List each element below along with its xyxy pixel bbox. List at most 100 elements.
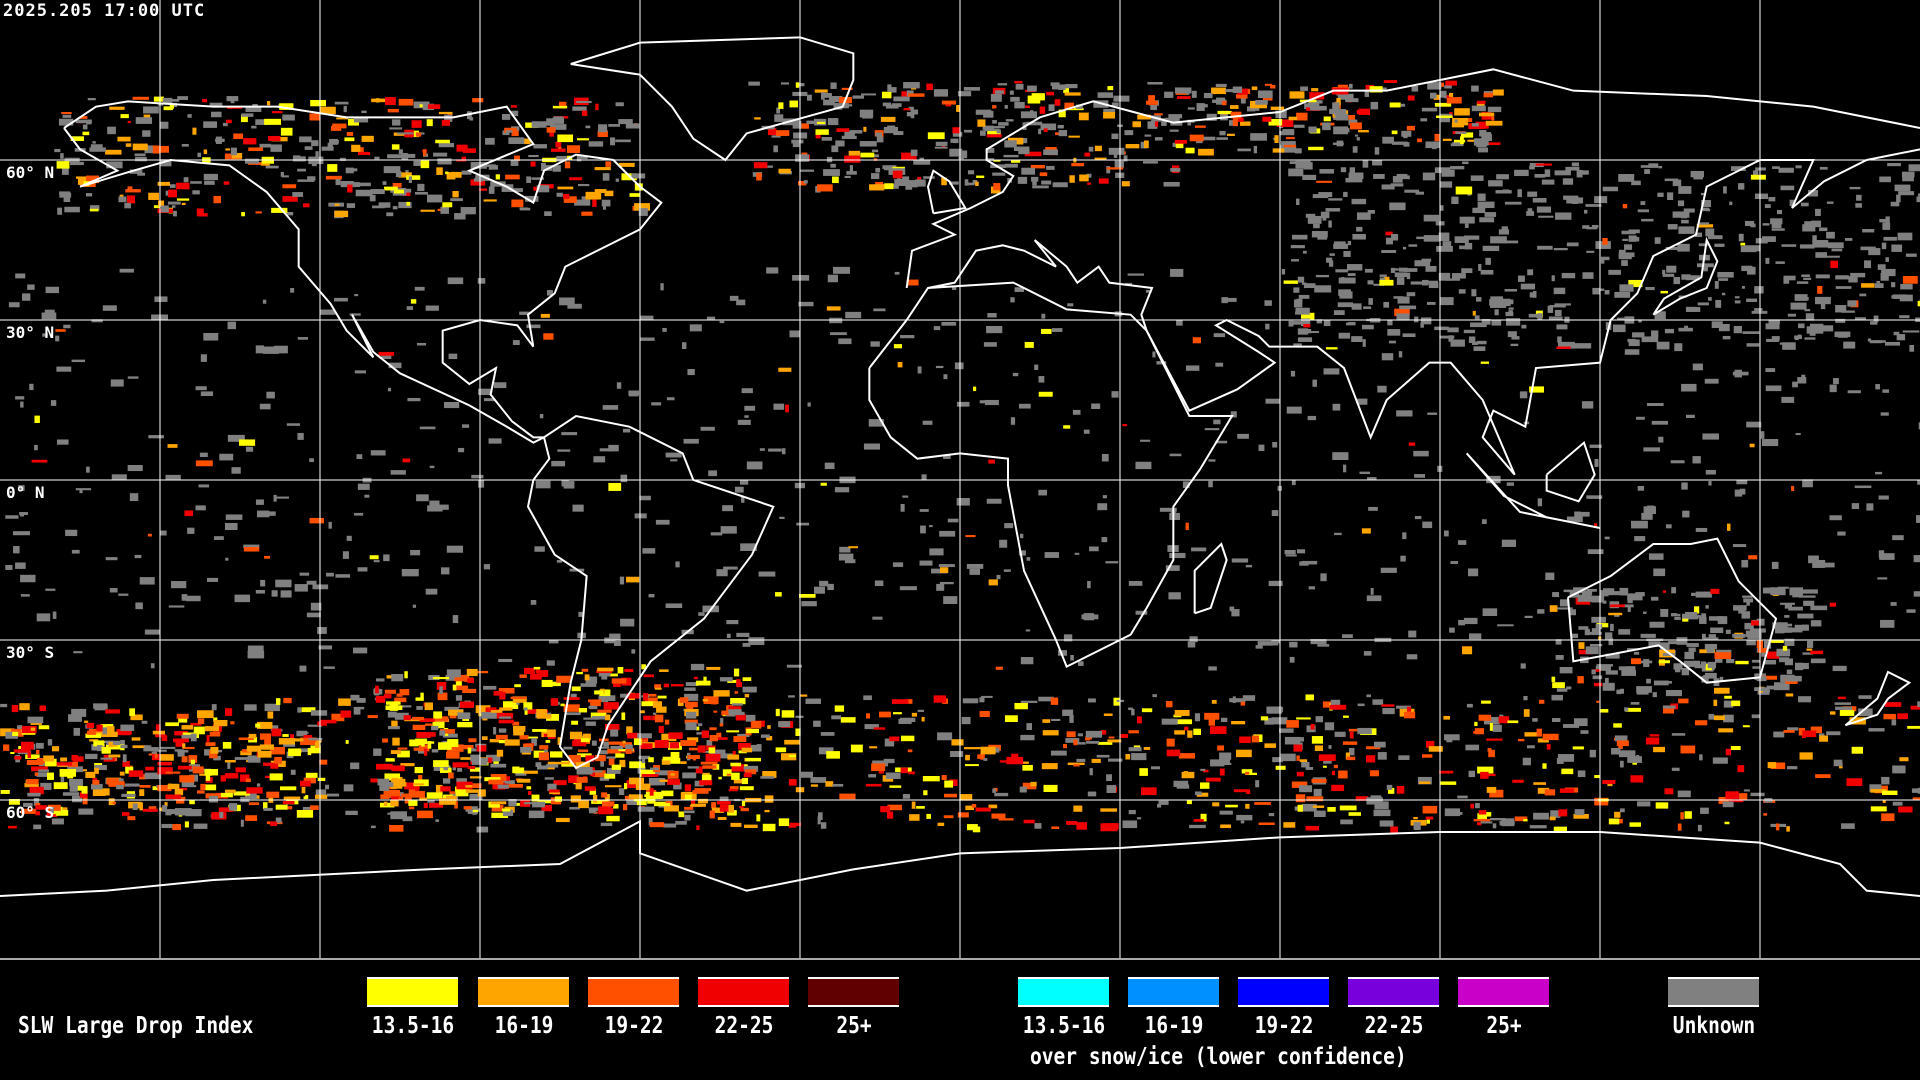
unknown-pixel (1628, 229, 1640, 234)
unknown-pixel (1722, 335, 1731, 340)
slw-pixel (1175, 142, 1184, 149)
slw-pixel (688, 747, 703, 751)
unknown-pixel (1128, 747, 1142, 752)
slw-pixel (119, 771, 125, 776)
unknown-pixel (1271, 510, 1279, 517)
coastline (927, 148, 1920, 476)
unknown-pixel (1621, 604, 1634, 608)
slw-pixel (975, 181, 979, 186)
unknown-pixel (173, 210, 177, 217)
slw-pixel (1917, 300, 1920, 307)
unknown-pixel (817, 816, 821, 825)
legend-swatch-25plus (808, 977, 899, 1007)
slw-pixel (643, 715, 651, 721)
slw-pixel (263, 762, 279, 766)
unknown-pixel (1346, 264, 1363, 271)
slw-pixel (398, 797, 404, 800)
unknown-pixel (838, 553, 854, 561)
unknown-pixel (1354, 134, 1359, 137)
unknown-pixel (329, 138, 338, 145)
slw-pixel (879, 711, 891, 718)
unknown-pixel (1527, 208, 1533, 214)
unknown-pixel (1288, 320, 1294, 327)
unknown-pixel (592, 770, 603, 773)
unknown-pixel (1660, 642, 1670, 650)
slw-pixel (1333, 764, 1338, 769)
slw-pixel (456, 144, 468, 152)
unknown-pixel (44, 309, 55, 314)
unknown-pixel (1425, 141, 1440, 149)
slw-pixel (731, 772, 740, 780)
unknown-pixel (943, 596, 958, 605)
slw-pixel (563, 704, 580, 712)
slw-pixel (1030, 781, 1037, 787)
slw-pixel (408, 806, 415, 810)
unknown-pixel (530, 600, 537, 605)
unknown-pixel (50, 400, 57, 406)
slw-pixel (1477, 100, 1486, 104)
unknown-pixel (1420, 118, 1428, 122)
unknown-pixel (1225, 297, 1237, 302)
slw-pixel (376, 763, 393, 770)
slw-pixel (1451, 122, 1465, 128)
slw-pixel (1103, 111, 1116, 119)
slw-pixel (582, 733, 591, 741)
unknown-pixel (1480, 269, 1494, 275)
slw-pixel (1063, 744, 1067, 749)
slw-pixel (1379, 279, 1394, 286)
slw-pixel (1301, 312, 1315, 320)
unknown-pixel (193, 823, 208, 829)
unknown-pixel (1582, 272, 1594, 279)
slw-pixel (1610, 604, 1625, 608)
slw-pixel (975, 807, 991, 812)
slw-pixel (659, 779, 668, 782)
slw-pixel (1107, 739, 1122, 743)
unknown-pixel (781, 448, 786, 455)
slw-pixel (413, 747, 426, 751)
unknown-pixel (8, 302, 20, 308)
slw-pixel (384, 186, 398, 191)
slw-pixel (278, 738, 296, 745)
slw-pixel (1434, 102, 1452, 107)
slw-pixel (1100, 730, 1107, 735)
unknown-pixel (634, 513, 647, 519)
unknown-pixel (1877, 264, 1886, 270)
unknown-pixel (966, 182, 974, 186)
unknown-pixel (1633, 651, 1640, 655)
unknown-pixel (1113, 95, 1130, 102)
unknown-pixel (939, 530, 956, 537)
unknown-pixel (1896, 194, 1901, 203)
unknown-pixel (127, 464, 143, 472)
unknown-pixel (874, 580, 884, 587)
unknown-pixel (1630, 702, 1640, 705)
unknown-pixel (73, 651, 83, 654)
unknown-pixel (1723, 700, 1734, 708)
slw-pixel (626, 726, 633, 735)
slw-pixel (210, 746, 219, 754)
unknown-pixel (760, 734, 770, 738)
unknown-pixel (1762, 587, 1777, 594)
unknown-pixel (1439, 297, 1454, 306)
unknown-pixel (852, 95, 864, 99)
unknown-pixel (1510, 343, 1519, 347)
unknown-pixel (546, 290, 553, 296)
unknown-pixel (1812, 240, 1829, 248)
unknown-pixel (1618, 629, 1631, 635)
unknown-pixel (1870, 321, 1878, 325)
unknown-pixel (1497, 624, 1514, 627)
slw-pixel (881, 91, 892, 99)
slw-pixel (439, 729, 455, 734)
slw-pixel (1696, 224, 1714, 228)
unknown-pixel (1370, 587, 1374, 595)
unknown-pixel (1787, 727, 1799, 731)
unknown-pixel (1482, 245, 1500, 252)
slw-pixel (530, 161, 536, 167)
slw-pixel (943, 815, 954, 819)
unknown-pixel (551, 460, 566, 467)
unknown-pixel (961, 716, 971, 725)
unknown-pixel (1854, 317, 1866, 321)
unknown-pixel (614, 640, 621, 646)
slw-pixel (203, 149, 208, 155)
unknown-pixel (697, 723, 703, 727)
slw-pixel (189, 800, 195, 805)
